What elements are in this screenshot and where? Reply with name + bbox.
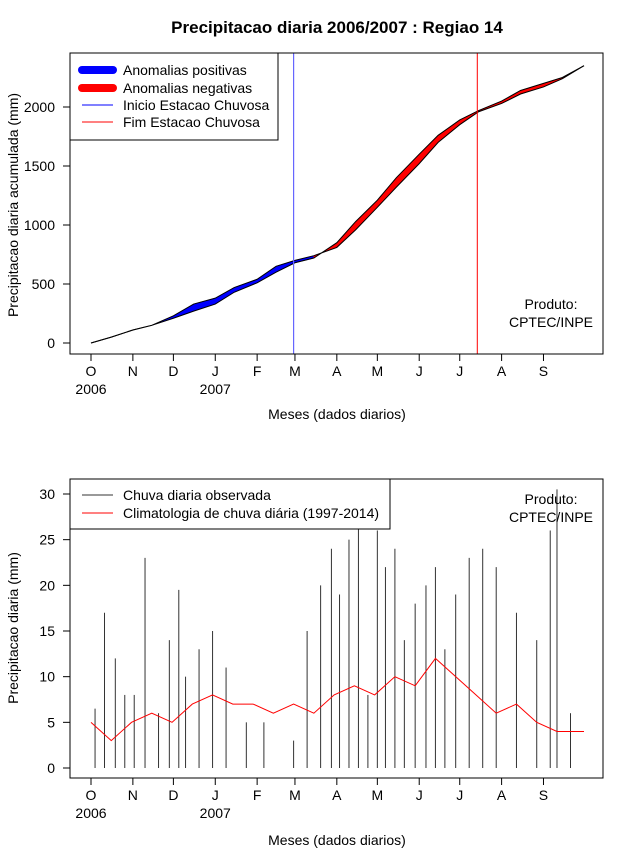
accumulated-plot [90,53,585,354]
daily-y-tick-label: 0 [47,760,55,776]
product-source-2: CPTEC/INPE [509,509,593,525]
daily-year-label: 2007 [200,805,231,821]
daily-month-label: F [253,787,262,803]
negative-anomaly-segment [396,153,420,188]
product-label-2: Produto: [525,491,578,507]
daily-y-tick-label: 20 [39,577,55,593]
accumulated-month-label: J [416,363,423,379]
accumulated-month-label: N [128,363,138,379]
accumulated-month-label: J [212,363,219,379]
daily-plot [90,489,584,768]
accumulated-x-axis: O N D J F M A M J J A S 2006 2007 [75,353,548,397]
negative-anomaly-segment [418,134,439,165]
accumulated-month-label: M [372,363,384,379]
accumulated-legend: Anomalias positivas Anomalias negativas … [69,52,279,141]
legend-observed-label: Chuva diaria observada [123,487,271,503]
daily-month-label: A [332,787,342,803]
climatology-daily-line [90,657,584,742]
product-label: Produto: [525,296,578,312]
daily-month-label: N [128,787,138,803]
daily-month-label: J [416,787,423,803]
accumulated-month-label: D [168,363,178,379]
daily-y-tick-label: 5 [47,714,55,730]
daily-y-axis: 0 5 10 15 20 25 30 [39,486,71,776]
accumulated-y-tick-label: 1000 [24,217,55,233]
daily-month-label: D [168,787,178,803]
accumulated-y-tick-label: 1500 [24,158,55,174]
accumulated-year-label: 2007 [200,381,231,397]
daily-y-tick-label: 25 [39,532,55,548]
accumulated-month-label: O [86,363,97,379]
accumulated-month-label: A [332,363,342,379]
negative-anomaly-segment [355,199,378,231]
daily-year-label: 2006 [75,805,106,821]
daily-y-tick-label: 15 [39,623,55,639]
daily-x-axis: O N D J F M A M J J A S 2006 2007 [75,777,548,821]
daily-month-label: J [212,787,219,803]
daily-month-label: J [456,787,463,803]
accumulated-month-label: M [289,363,301,379]
negative-anomaly-segment [437,119,460,143]
positive-anomaly-segment [215,287,235,305]
legend-end-label: Fim Estacao Chuvosa [123,114,260,130]
chart-title: Precipitacao diaria 2006/2007 : Regiao 1… [171,18,503,37]
negative-anomaly-segment [377,177,397,208]
accumulated-month-label: S [539,363,548,379]
daily-month-label: S [539,787,548,803]
daily-month-label: M [372,787,384,803]
accumulated-month-label: F [253,363,262,379]
legend-positive-label: Anomalias positivas [123,62,247,78]
daily-x-label: Meses (dados diarios) [268,832,406,848]
accumulated-y-tick-label: 500 [32,276,56,292]
accumulated-month-label: A [497,363,507,379]
daily-legend: Chuva diaria observada Climatologia de c… [69,478,391,530]
daily-y-tick-label: 30 [39,486,55,502]
daily-y-label: Precipitacao diaria (mm) [5,552,21,704]
legend-start-label: Inicio Estacao Chuvosa [123,97,270,113]
daily-y-tick-label: 10 [39,669,55,685]
daily-month-label: A [497,787,507,803]
legend-climatology-label: Climatologia de chuva diária (1997-2014) [123,505,379,521]
product-source: CPTEC/INPE [509,314,593,330]
legend-negative-label: Anomalias negativas [123,80,252,96]
accumulated-x-label: Meses (dados diarios) [268,406,406,422]
accumulated-y-label: Precipitacao diaria acumulada (mm) [5,93,21,317]
daily-legend-box [69,478,391,530]
observed-accumulated-line [90,65,585,344]
accumulated-y-axis: 0 500 1000 1500 2000 [24,99,71,351]
negative-anomaly-segment [520,83,544,95]
accumulated-y-tick-label: 0 [47,335,55,351]
daily-month-label: O [86,787,97,803]
accumulated-month-label: J [456,363,463,379]
accumulated-y-tick-label: 2000 [24,99,55,115]
climatology-accumulated-line [90,65,585,344]
accumulated-year-label: 2006 [75,381,106,397]
daily-month-label: M [289,787,301,803]
